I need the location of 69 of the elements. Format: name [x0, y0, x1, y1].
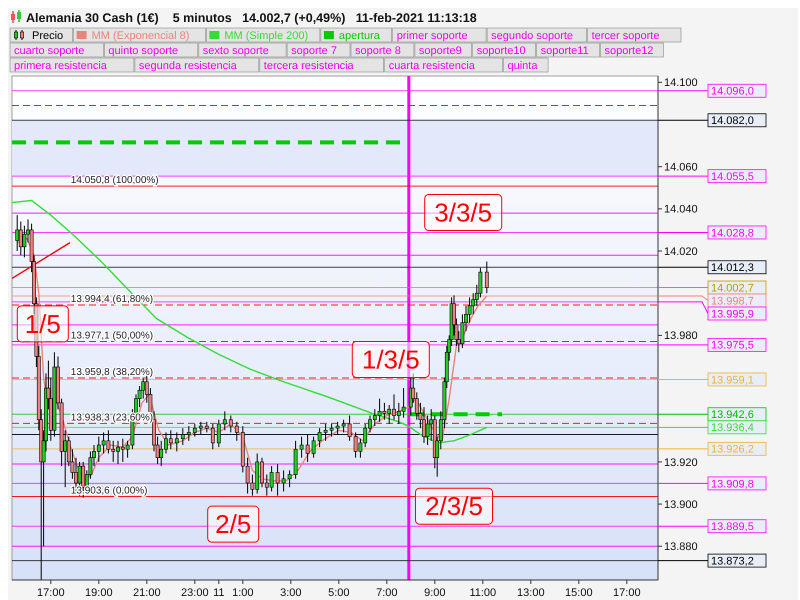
chart-subtitle: 5 minutos 14.002,7 (+0,49%) 11-feb-2021 11:13:18: [172, 11, 477, 25]
x-tick-label: 9:00: [424, 587, 446, 599]
ref-line-label: 13.909,8: [711, 478, 754, 490]
text: quinto soporte: [108, 45, 178, 57]
chart-title: Alemania 30 Cash (1€): [26, 11, 159, 25]
x-tick-label: 23:00: [181, 587, 209, 599]
text: primer soporte: [396, 30, 468, 42]
ref-line-label: 14.055,5: [711, 171, 754, 184]
ref-line-label: 14.028,8: [711, 227, 754, 240]
text: soporte9: [418, 45, 462, 57]
ref-line-label: 14.002,7: [711, 282, 754, 294]
annotation: 1/5: [24, 308, 61, 339]
text: soporte11: [540, 45, 589, 57]
text: tercer soporte: [592, 30, 660, 42]
ref-line-label: 13.942,6: [711, 409, 754, 422]
y-tick-label: 14.040: [664, 204, 698, 216]
ref-line-label: 14.096,0: [711, 86, 754, 98]
x-tick-label: 5:00: [328, 587, 350, 599]
y-tick-label: 13.980: [664, 330, 698, 342]
x-tick-label: 17:00: [613, 587, 641, 599]
y-tick-label: 14.020: [664, 246, 698, 258]
text: tercera resistencia: [264, 60, 355, 72]
ref-line-label: 13.936,4: [711, 422, 754, 434]
annotation: 3/3/5: [434, 197, 492, 228]
annotation: 14.050,8 (100,00%): [70, 175, 159, 186]
legend-label: apertura: [338, 30, 381, 42]
text: soporte12: [604, 45, 654, 57]
x-tick-label: 11: [213, 587, 225, 599]
x-tick-label: 19:00: [85, 587, 113, 599]
x-tick-label: 15:00: [565, 587, 593, 599]
text: soporte 7: [291, 45, 337, 57]
text: quinta: [508, 60, 538, 72]
ref-line-label: 13.959,1: [711, 374, 754, 386]
annotation: 13.977,1 (50,00%): [70, 330, 154, 342]
x-tick-label: 13:00: [517, 587, 545, 599]
x-tick-label: 21:00: [133, 587, 161, 599]
x-tick-label: 17:00: [37, 587, 65, 599]
y-tick-label: 13.880: [664, 541, 698, 554]
ref-line-label: 13.926,2: [711, 444, 754, 456]
legend-label: MM (Simple 200): [224, 30, 308, 42]
text: segundo soporte: [491, 30, 574, 42]
text: soporte10: [476, 45, 526, 57]
y-tick-label: 14.100: [664, 77, 698, 90]
legend-label: MM (Exponencial 8): [92, 30, 190, 42]
y-tick-label: 13.920: [664, 456, 698, 469]
annotation: 13.959,8 (38,20%): [70, 366, 154, 378]
x-tick-label: 1:00: [232, 587, 254, 599]
annotation: 2/5: [215, 509, 252, 540]
y-tick-label: 14.060: [664, 162, 698, 174]
x-tick-label: 7:00: [376, 587, 398, 599]
text: cuarto soporte: [14, 45, 84, 57]
y-tick-label: 13.900: [664, 498, 698, 511]
text: sexto soporte: [202, 45, 269, 57]
text: primera resistencia: [14, 60, 108, 72]
ref-line-label: 13.998,7: [711, 295, 754, 308]
text: cuarta resistencia: [388, 60, 476, 72]
annotation: 2/3/5: [425, 491, 483, 522]
ref-line-label: 13.975,5: [711, 340, 754, 352]
x-tick-label: 11:00: [469, 587, 496, 599]
x-tick-label: 3:00: [280, 587, 302, 599]
ref-line-label: 14.012,3: [711, 262, 754, 274]
ref-line-label: 13.889,5: [711, 521, 754, 534]
legend-label: Precio: [32, 30, 64, 42]
ref-line-label: 13.873,2: [711, 555, 754, 568]
text: segunda resistencia: [138, 60, 238, 72]
ref-line-label: 14.082,0: [711, 115, 754, 128]
text: soporte 8: [355, 45, 401, 57]
legend-label: 13.995,9: [711, 308, 754, 320]
annotation: 1/3/5: [362, 344, 420, 374]
